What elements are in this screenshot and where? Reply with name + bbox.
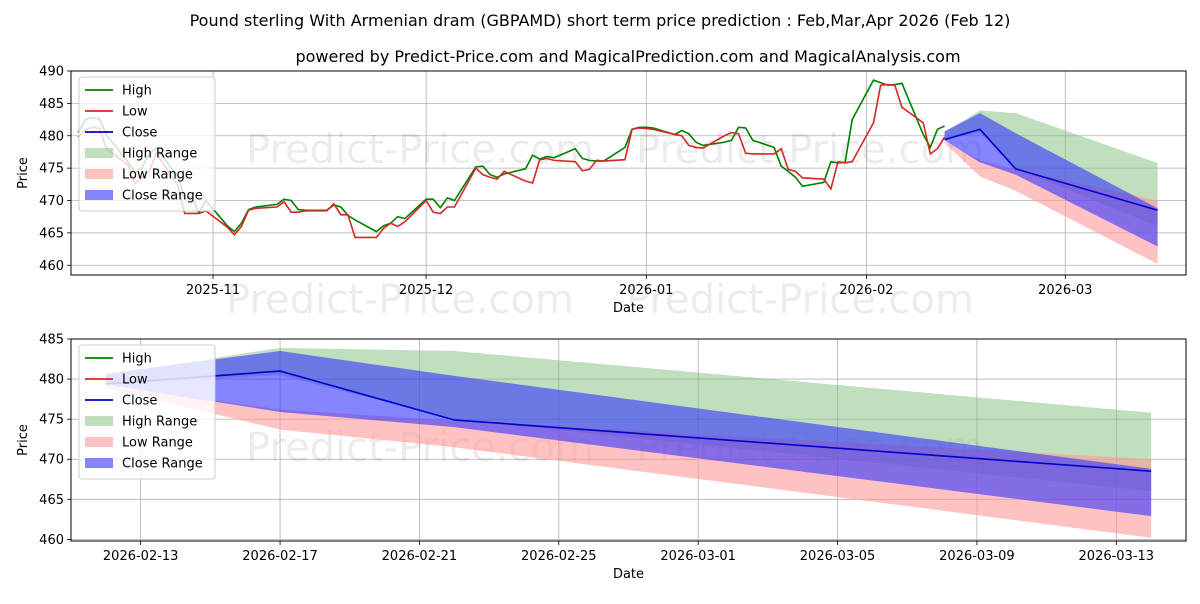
panel-0-plot-area — [77, 79, 1158, 264]
panel-1-y-tick-label: 460 — [39, 533, 64, 548]
panel-1-legend-label-low: Low — [122, 373, 148, 388]
panel-0-x-tick-label: 2026-02 — [839, 283, 893, 298]
panel-0-legend: High Low Close High Range Low Range Close Ran… — [78, 76, 216, 212]
panel-0-low-range-band — [944, 140, 1158, 264]
chart-title: Pound sterling With Armenian dram (GBPAM… — [190, 11, 1011, 30]
chart-subtitle: powered by Predict-Price.com and Magical… — [295, 47, 960, 66]
panel-1-y-tick-label: 485 — [39, 333, 64, 348]
panel-0-legend-label-close: Close — [122, 126, 157, 141]
panel-0-x-tick-label: 2026-01 — [619, 283, 673, 298]
panel-1-plot-area — [105, 347, 1152, 538]
panel-0-legend-swatch-close-range — [85, 190, 113, 200]
panel-1-legend-label-high-range: High Range — [122, 415, 197, 430]
panel-1-low-range-band — [105, 385, 1152, 538]
panel-0-legend-label-low-range: Low Range — [122, 168, 193, 183]
panel-0-low-line — [77, 83, 946, 239]
panel-1-y-tick-label: 480 — [39, 373, 64, 388]
panel-0-x-tick-label: 2025-11 — [186, 283, 240, 298]
panel-0-y-axis-label: Price — [16, 157, 31, 189]
panel-1-y-axis-label: Price — [16, 424, 31, 456]
panel-1-y-tick-label: 465 — [39, 493, 64, 508]
panel-1-x-tick-label: 2026-02-13 — [103, 549, 179, 564]
panel-0-legend-label-high-range: High Range — [122, 147, 197, 162]
panel-0-x-axis-label: Date — [613, 301, 644, 316]
panel-1-legend-label-low-range: Low Range — [122, 436, 193, 451]
panel-1-legend: High Low Close High Range Low Range Close Ran… — [78, 344, 216, 480]
panel-1-legend-swatch-low-range — [85, 437, 113, 447]
panel-1-x-axis-label: Date — [613, 567, 644, 582]
panel-0-legend-label-low: Low — [122, 105, 148, 120]
panel-1-x-tick-label: 2026-02-25 — [521, 549, 597, 564]
panel-0-x-tick-label: 2025-12 — [399, 283, 453, 298]
panel-0-legend-label-close-range: Close Range — [122, 189, 203, 204]
panel-0-y-tick-label: 460 — [39, 259, 64, 274]
panel-0-x-tick-label: 2026-03 — [1038, 283, 1092, 298]
panel-0-high-line — [77, 79, 945, 233]
panel-0-y-tick-label: 475 — [39, 162, 64, 177]
panel-1-legend-swatch-high-range — [85, 416, 113, 426]
panel-1-legend-label-high: High — [122, 352, 152, 367]
panel-0-legend-swatch-low-range — [85, 169, 113, 179]
panel-1-legend-swatch-close-range — [85, 458, 113, 468]
panel-1-y-tick-label: 475 — [39, 413, 64, 428]
panel-1-y-tick-label: 470 — [39, 453, 64, 468]
top-chart-panel: Predict-Price.com Predict-Price.com Predic… — [16, 65, 1187, 323]
bottom-chart-panel: Predict-Price.comPredict-Price.com460465… — [16, 333, 1187, 582]
panel-0-y-tick-label: 470 — [39, 194, 64, 209]
panel-0-watermark: Predict-Price.com — [226, 277, 574, 323]
panel-0-legend-label-high: High — [122, 84, 152, 99]
panel-0-axes-frame — [70, 70, 1187, 276]
panel-1-legend-label-close: Close — [122, 394, 157, 409]
panel-1-x-tick-label: 2026-02-17 — [242, 549, 318, 564]
panel-1-x-tick-label: 2026-03-09 — [939, 549, 1015, 564]
panel-0-legend-swatch-high-range — [85, 148, 113, 158]
panel-1-x-tick-label: 2026-02-21 — [382, 549, 458, 564]
panel-1-x-tick-label: 2026-03-01 — [660, 549, 736, 564]
panel-1-x-tick-label: 2026-03-13 — [1079, 549, 1155, 564]
panel-1-x-tick-label: 2026-03-05 — [800, 549, 876, 564]
panel-1-axes-frame — [70, 338, 1187, 542]
panel-0-y-tick-label: 490 — [39, 65, 64, 80]
panel-0-close-forecast-line — [944, 128, 1158, 212]
panel-1-legend-label-close-range: Close Range — [122, 457, 203, 472]
panel-0-watermark: Predict-Price.com — [246, 127, 594, 173]
panel-0-watermark: Predict-Price.com — [626, 277, 974, 323]
panel-0-y-tick-label: 480 — [39, 129, 64, 144]
panel-0-y-tick-label: 465 — [39, 226, 64, 241]
panel-0-y-tick-label: 485 — [39, 97, 64, 112]
